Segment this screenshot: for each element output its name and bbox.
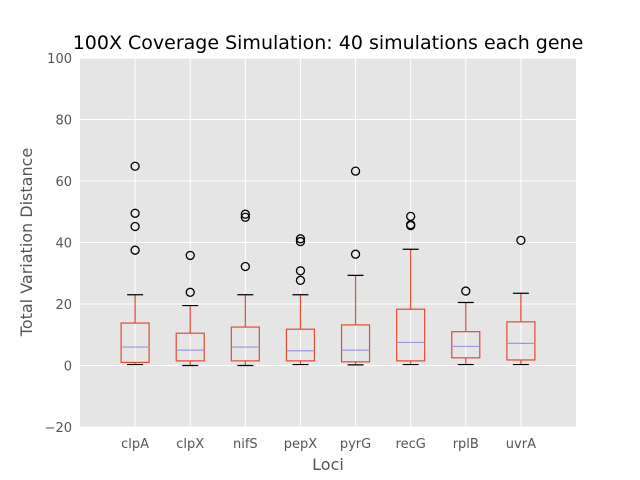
y-tick-label: −20 xyxy=(45,421,72,436)
outlier-point xyxy=(350,166,361,176)
chart-title: 100X Coverage Simulation: 40 simulations… xyxy=(73,32,584,54)
outlier-point xyxy=(461,286,471,296)
box-body xyxy=(506,321,536,361)
outlier-point xyxy=(516,235,526,245)
outlier-point xyxy=(130,245,140,255)
outlier-point xyxy=(240,209,250,219)
box-nifS xyxy=(230,209,260,367)
box-uvrA xyxy=(506,235,536,366)
box-rplB xyxy=(451,286,481,366)
x-tick-label: uvrA xyxy=(506,437,536,452)
box-body xyxy=(451,331,481,359)
box-clpX xyxy=(175,250,205,367)
x-tick-label: pyrG xyxy=(340,437,371,452)
box-body xyxy=(396,308,426,362)
y-axis-ticks: −20 0 20 40 60 80 100 xyxy=(45,52,72,436)
x-tick-label: clpX xyxy=(176,437,204,452)
y-axis-label: Total Variation Distance xyxy=(17,148,36,337)
y-tick-label: 40 xyxy=(55,237,72,252)
y-tick-label: 80 xyxy=(55,114,72,129)
outlier-point xyxy=(130,208,140,218)
outlier-point xyxy=(350,249,361,259)
outlier-point xyxy=(295,236,306,247)
outlier-point xyxy=(406,211,416,222)
box-body xyxy=(175,332,205,362)
box-body xyxy=(230,326,260,362)
outlier-point xyxy=(130,161,140,171)
y-tick-label: 20 xyxy=(55,298,72,313)
x-tick-label: nifS xyxy=(233,437,258,452)
box-body xyxy=(285,328,316,362)
box-body xyxy=(340,324,371,363)
outlier-point xyxy=(185,250,195,261)
x-tick-label: clpA xyxy=(121,437,149,452)
box-recG xyxy=(396,211,426,366)
x-tick-label: pepX xyxy=(284,437,318,452)
outlier-point xyxy=(185,287,195,297)
outlier-point xyxy=(295,234,306,244)
outlier-point xyxy=(240,261,250,272)
x-tick-label: recG xyxy=(396,437,426,452)
y-tick-label: 60 xyxy=(55,175,72,190)
outlier-point xyxy=(130,221,140,232)
y-tick-label: 0 xyxy=(64,360,72,375)
outlier-point xyxy=(295,266,306,276)
box-body xyxy=(120,322,150,364)
outlier-point xyxy=(240,212,250,222)
x-axis-label: Loci xyxy=(312,455,344,474)
y-tick-label: 100 xyxy=(47,52,72,67)
box-pepX xyxy=(285,234,316,366)
outlier-point xyxy=(295,275,306,285)
box-pyrG xyxy=(340,166,371,366)
box-series xyxy=(120,161,536,367)
box-clpA xyxy=(120,161,150,366)
x-tick-label: rplB xyxy=(453,437,479,452)
x-axis-ticks: clpA clpX nifS pepX pyrG recG rplB uvrA xyxy=(121,437,536,452)
